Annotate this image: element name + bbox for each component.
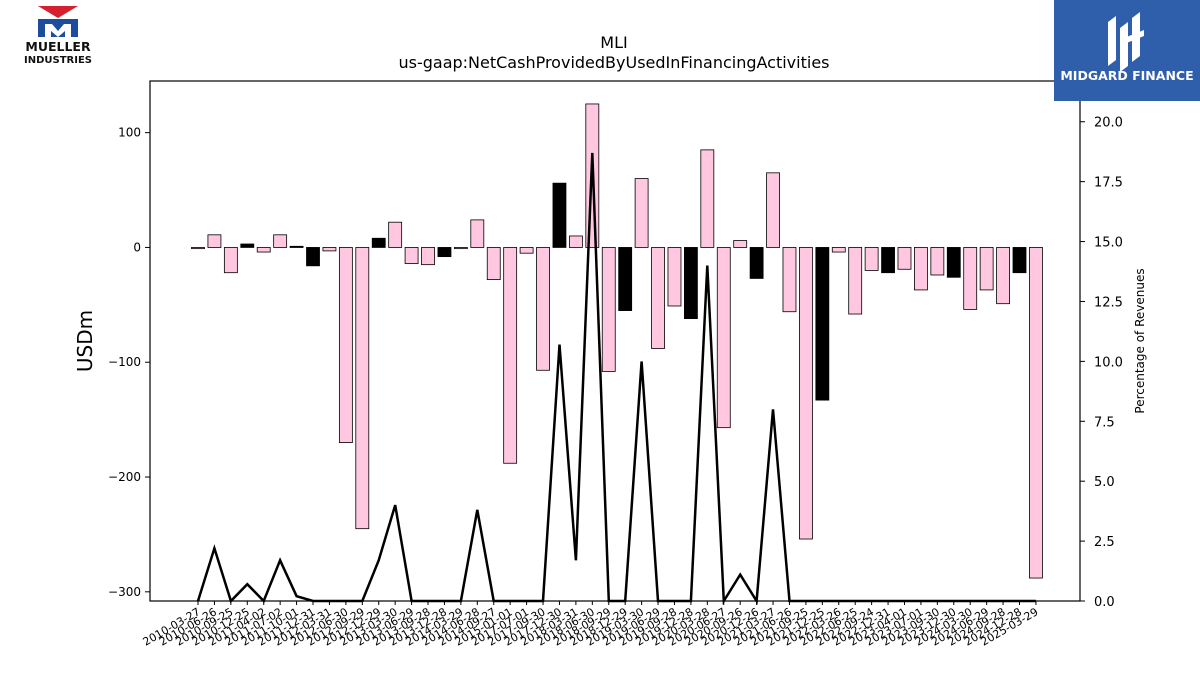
bar-2025-03-29 xyxy=(1029,247,1043,579)
y2-axis-label: Percentage of Revenues xyxy=(1133,268,1147,413)
bar-2012-12-29 xyxy=(371,237,386,248)
y-tick-label: −100 xyxy=(108,355,141,369)
bar-2021-06-26 xyxy=(782,247,797,313)
left-axis-ticks: 100 0 −100 −200 −300 xyxy=(108,126,150,599)
bar-2015-01-01 xyxy=(503,247,518,464)
bar-2010-06-26 xyxy=(207,234,222,248)
bar-2019-12-28 xyxy=(684,247,698,320)
bar-2018-03-31 xyxy=(568,235,583,248)
y2-tick-label: 17.5 xyxy=(1094,176,1123,191)
bar-2019-03-30 xyxy=(634,178,649,248)
bar-2021-12-25 xyxy=(815,247,830,401)
bar-2020-09-26 xyxy=(733,240,748,248)
bar-2020-03-28 xyxy=(700,149,715,248)
chart-title: MLI xyxy=(600,33,627,52)
bar-2023-04-01 xyxy=(897,247,912,270)
logo-text-line2: INDUSTRIES xyxy=(24,55,92,66)
bar-2019-09-28 xyxy=(667,247,682,307)
y2-tick-label: 2.5 xyxy=(1094,535,1115,550)
logo-triangle-icon xyxy=(38,6,78,18)
bar-2013-09-28 xyxy=(421,247,435,266)
bar-2014-09-27 xyxy=(486,247,501,280)
midgard-emblem-icon xyxy=(1108,12,1144,72)
percentage-line xyxy=(196,152,1036,606)
y2-tick-label: 7.5 xyxy=(1094,415,1115,430)
mueller-logo: MUELLER INDUSTRIES xyxy=(18,6,100,68)
y-axis-label: USDm xyxy=(73,310,97,372)
plot-frame xyxy=(149,80,1081,602)
bar-2017-09-30 xyxy=(536,247,550,371)
bar-2012-03-31 xyxy=(322,247,337,252)
midgard-finance-logo: MIDGARD FINANCE xyxy=(1054,0,1200,101)
bar-2024-06-29 xyxy=(979,247,994,291)
bar-2023-12-30 xyxy=(946,247,961,278)
bar-2019-06-29 xyxy=(651,247,665,349)
bar-2024-12-28 xyxy=(1012,247,1027,274)
y-tick-label: −200 xyxy=(108,470,141,484)
bar-2011-04-02 xyxy=(256,247,271,253)
bar-2013-03-30 xyxy=(388,221,403,248)
y2-tick-label: 20.0 xyxy=(1094,116,1123,131)
logo-text-line1: MUELLER xyxy=(25,39,91,54)
bar-2023-09-30 xyxy=(930,247,945,276)
bar-2010-09-25 xyxy=(223,247,238,274)
midgard-name: MIDGARD FINANCE xyxy=(1060,68,1193,83)
bar-2022-06-25 xyxy=(848,247,863,315)
y2-tick-label: 10.0 xyxy=(1094,355,1123,370)
bar-2010-12-25 xyxy=(240,243,255,248)
bar-2021-09-25 xyxy=(799,247,813,540)
bar-2010-03-27 xyxy=(191,247,205,250)
x-axis-ticks: 2010-03-272010-06-262010-09-252010-12-25… xyxy=(141,601,1040,649)
bar-2021-03-27 xyxy=(766,172,780,248)
bar-2011-12-31 xyxy=(306,247,320,267)
bar-2013-12-28 xyxy=(437,247,452,258)
bar-series xyxy=(191,103,1043,579)
bar-2018-09-29 xyxy=(601,247,616,372)
y2-tick-label: 5.0 xyxy=(1094,475,1115,490)
bar-2014-03-29 xyxy=(453,247,468,250)
bar-2012-09-29 xyxy=(355,247,370,530)
y2-tick-label: 15.0 xyxy=(1094,236,1123,251)
bar-2012-06-30 xyxy=(338,247,353,443)
bar-2011-10-01 xyxy=(289,245,304,248)
bar-2022-12-31 xyxy=(881,247,895,274)
bar-2020-12-26 xyxy=(749,247,764,279)
y2-tick-label: 12.5 xyxy=(1094,295,1123,310)
bar-2024-03-30 xyxy=(963,247,978,310)
right-axis-ticks: 0.0 2.5 5.0 7.5 10.0 12.5 15.0 17.5 20.0 xyxy=(1080,116,1123,610)
bar-2024-09-28 xyxy=(996,247,1010,305)
bar-2013-06-29 xyxy=(404,247,419,264)
bar-2018-12-29 xyxy=(618,247,633,311)
bar-2017-12-30 xyxy=(552,182,567,248)
bar-2011-07-02 xyxy=(273,234,288,248)
y-tick-label: 100 xyxy=(118,126,141,140)
chart-subtitle: us-gaap:NetCashProvidedByUsedInFinancing… xyxy=(398,53,829,72)
bar-2020-06-27 xyxy=(716,247,731,429)
bar-2014-06-28 xyxy=(470,219,485,248)
bar-2017-07-01 xyxy=(519,247,534,254)
y-tick-label: −300 xyxy=(108,585,141,599)
bar-2022-09-24 xyxy=(864,247,879,271)
y-tick-label: 0 xyxy=(133,240,141,254)
bar-2023-07-01 xyxy=(914,247,928,291)
y2-tick-label: 0.0 xyxy=(1094,595,1115,610)
bar-2022-03-26 xyxy=(831,247,846,253)
